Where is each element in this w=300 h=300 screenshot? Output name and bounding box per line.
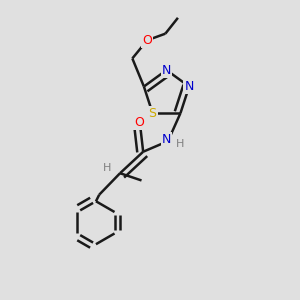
Text: N: N: [162, 133, 171, 146]
Text: S: S: [148, 106, 157, 120]
Text: N: N: [162, 64, 171, 76]
Text: O: O: [142, 34, 152, 47]
Text: H: H: [176, 139, 185, 149]
Text: H: H: [103, 163, 112, 173]
Text: O: O: [134, 116, 144, 129]
Text: N: N: [184, 80, 194, 93]
